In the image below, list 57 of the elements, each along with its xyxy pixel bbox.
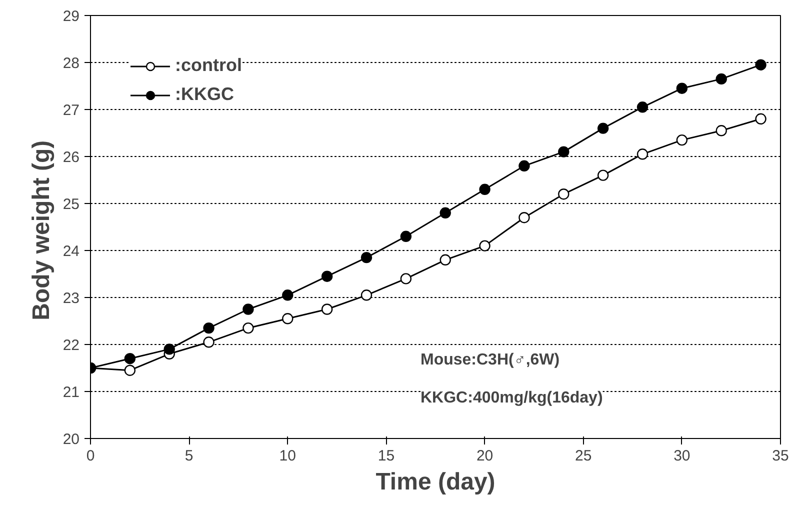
- y-tick-label: 22: [62, 337, 80, 354]
- point: [518, 212, 530, 224]
- x-tick-label: 20: [476, 448, 494, 464]
- y-tick-label: 28: [62, 55, 80, 72]
- legend-label: :control: [175, 55, 242, 76]
- point: [716, 125, 727, 136]
- x-tick-label: 25: [575, 448, 592, 464]
- point: [558, 146, 570, 158]
- point: [400, 273, 412, 284]
- point: [203, 322, 214, 334]
- point: [282, 313, 294, 324]
- legend-label: :KKGC: [175, 84, 234, 105]
- point: [755, 113, 766, 124]
- point: [479, 184, 490, 195]
- point: [242, 322, 254, 334]
- point: [636, 148, 648, 160]
- y-tick-label: 29: [62, 8, 80, 25]
- x-tick-label: 0: [86, 448, 95, 464]
- point: [164, 344, 175, 355]
- point: [479, 240, 490, 252]
- x-tick-label: 30: [674, 448, 690, 464]
- point: [124, 353, 136, 364]
- x-tick-label: 15: [378, 448, 395, 464]
- x-tick-label: 35: [772, 448, 789, 464]
- y-axis-title: Body weight (g): [28, 140, 55, 320]
- point: [440, 254, 451, 266]
- y-tick-label: 26: [62, 149, 80, 166]
- point: [636, 102, 648, 113]
- point: [676, 134, 688, 146]
- x-tick-label: 10: [279, 448, 296, 464]
- annotation: KKGC:400mg/kg(16day): [420, 390, 603, 406]
- point: [558, 188, 570, 200]
- annotation: Mouse:C3H(♂,6W): [420, 352, 560, 368]
- y-tick-label: 25: [62, 196, 80, 213]
- y-tick-label: 23: [62, 290, 80, 307]
- y-tick-label: 27: [62, 102, 80, 119]
- x-axis-title: Time (day): [376, 468, 496, 496]
- point: [755, 59, 766, 70]
- point: [597, 122, 609, 134]
- point: [518, 160, 530, 172]
- point: [360, 252, 372, 264]
- point: [716, 73, 727, 85]
- point: [321, 304, 333, 315]
- point: [676, 82, 688, 94]
- point: [282, 290, 294, 301]
- point: [400, 230, 412, 242]
- y-tick-label: 20: [62, 431, 80, 448]
- point: [242, 304, 254, 315]
- point: [321, 270, 333, 282]
- y-tick-label: 21: [62, 384, 80, 401]
- point: [203, 336, 214, 348]
- x-tick-label: 5: [184, 448, 194, 464]
- point: [360, 290, 372, 301]
- y-tick-label: 24: [62, 243, 80, 260]
- point: [124, 364, 136, 376]
- point: [597, 170, 609, 181]
- point: [440, 207, 451, 218]
